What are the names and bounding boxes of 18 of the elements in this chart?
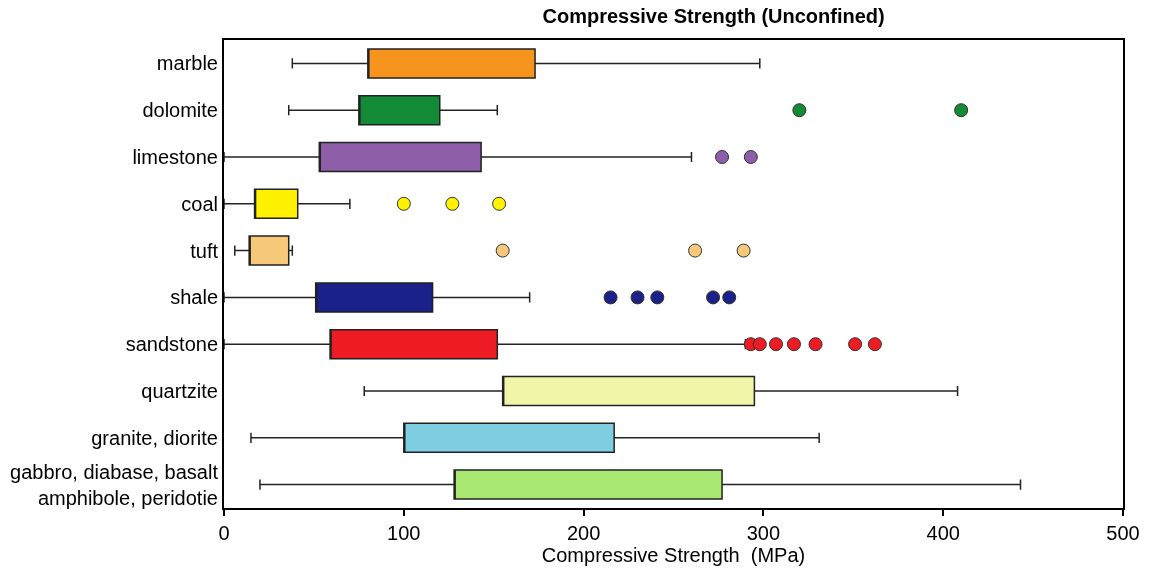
x-tick-label: 100 — [387, 522, 421, 544]
y-tick-label: gabbro, diabase, basalt amphibole, peridotie — [10, 460, 219, 509]
x-axis-title: Compressive Strength (MPa) — [541, 544, 806, 566]
chart-title: Compressive Strength (Unconfined) — [542, 4, 885, 27]
x-tick-label: 0 — [218, 522, 230, 544]
y-tick-label: sandstone — [125, 333, 218, 356]
y-tick-label: granite, diorite — [91, 426, 218, 449]
x-tick-label: 200 — [566, 522, 601, 544]
y-tick-label: coal — [181, 192, 218, 215]
y-tick-label: tuft — [190, 239, 219, 262]
y-tick-label: shale — [170, 286, 218, 309]
x-tick-label: 300 — [746, 522, 781, 544]
y-tick-label: marble — [156, 52, 218, 75]
y-tick-label: limestone — [132, 146, 218, 168]
x-tick-label: 400 — [926, 522, 960, 544]
y-tick-label: dolomite — [142, 99, 218, 122]
y-tick-label: quartzite — [141, 380, 218, 402]
x-tick-label: 500 — [1106, 522, 1140, 544]
